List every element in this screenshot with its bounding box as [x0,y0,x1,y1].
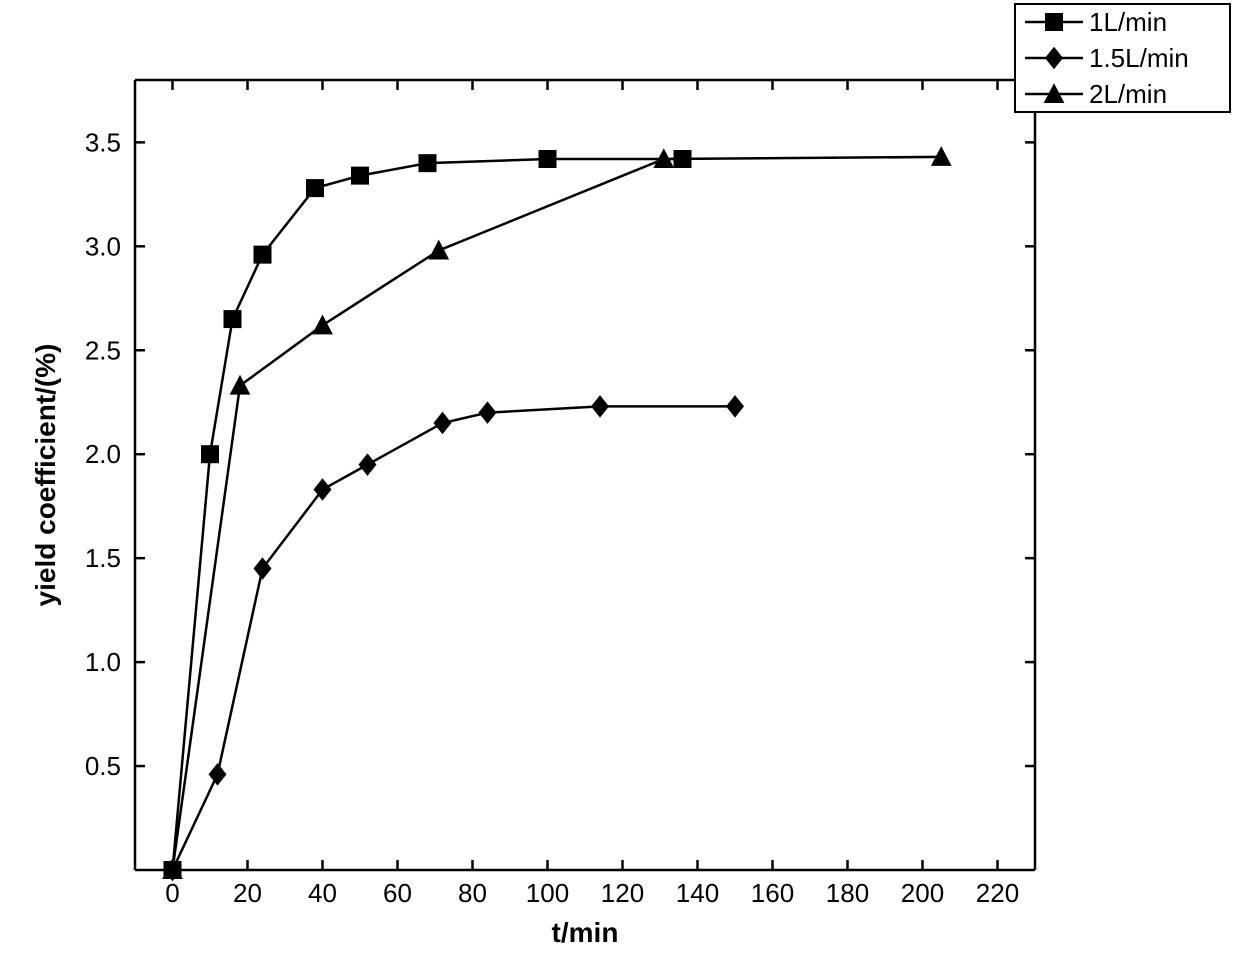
chart-container: 0 20 40 60 80 100 120 140 160 180 200 220 0.5 1.0 1.5 2… [0,0,1240,976]
series-1 [164,395,745,881]
y-tick-label: 2.5 [85,335,121,365]
y-tick-label: 3.0 [85,231,121,261]
series-2 [162,146,951,879]
x-tick-label: 100 [526,878,569,908]
y-tick-label: 0.5 [85,751,121,781]
x-tick-label: 220 [976,878,1019,908]
x-tick-label: 40 [308,878,337,908]
y-axis-label: yield coefficient/(%) [30,344,61,607]
x-tick-label: 60 [383,878,412,908]
x-tick-label: 140 [676,878,719,908]
legend-label: 1.5L/min [1089,43,1189,73]
y-tick-label: 3.5 [85,127,121,157]
x-tick-label: 20 [233,878,262,908]
x-tick-label: 180 [826,878,869,908]
series-0 [164,150,692,879]
x-tick-label: 200 [901,878,944,908]
chart-svg: 0 20 40 60 80 100 120 140 160 180 200 220 0.5 1.0 1.5 2… [0,0,1240,976]
legend-label: 2L/min [1089,79,1167,109]
legend: 1L/min 1.5L/min 2L/min [1015,4,1230,112]
x-tick-label: 160 [751,878,794,908]
y-tick-label: 1.0 [85,647,121,677]
x-tick-label: 0 [165,878,179,908]
x-tick-label: 80 [458,878,487,908]
x-tick-label: 120 [601,878,644,908]
legend-label: 1L/min [1089,7,1167,37]
y-tick-label: 1.5 [85,543,121,573]
y-tick-label: 2.0 [85,439,121,469]
x-axis-label: t/min [552,917,619,948]
